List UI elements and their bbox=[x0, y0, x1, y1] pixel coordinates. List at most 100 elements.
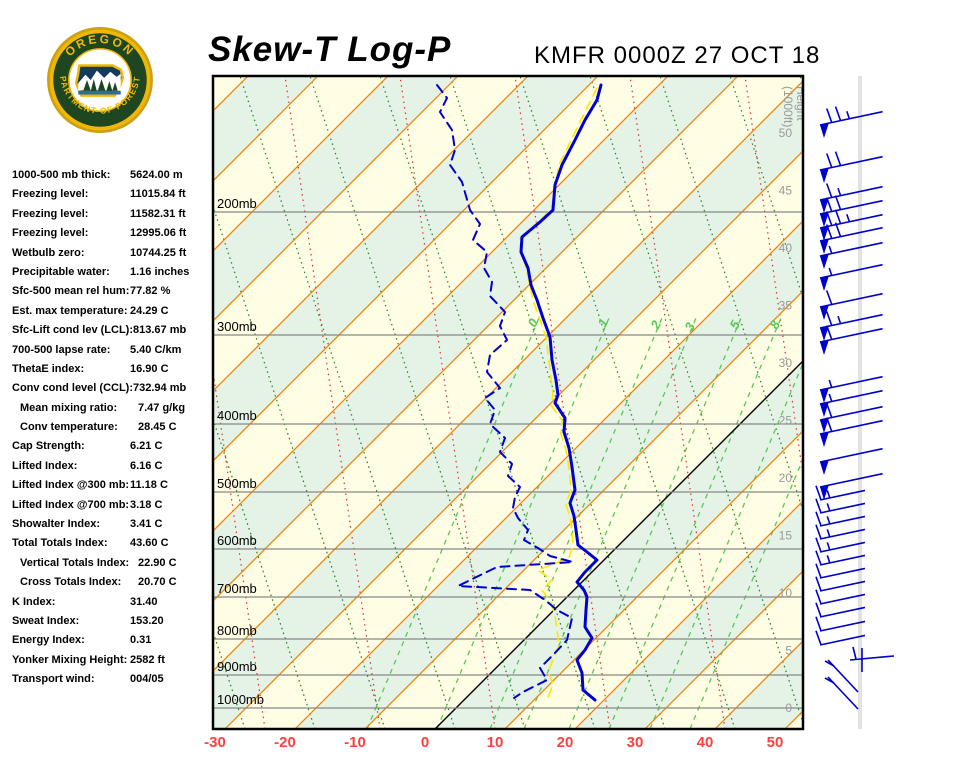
index-value: 004/05 bbox=[130, 673, 164, 686]
height-label: 15 bbox=[779, 529, 793, 543]
index-row: Sfc-Lift cond lev (LCL):813.67 mb bbox=[12, 321, 212, 340]
isotherm-line bbox=[213, 76, 249, 112]
index-row: ThetaE index: 16.90 C bbox=[12, 360, 212, 379]
wind-barb bbox=[815, 485, 866, 501]
indices-panel: 1000-500 mb thick: 5624.00 m Freezing leve… bbox=[12, 166, 212, 690]
index-value: 6.21 C bbox=[130, 440, 163, 453]
wind-barb bbox=[824, 659, 859, 693]
index-value: 12995.06 ft bbox=[130, 227, 187, 240]
isotherm-band bbox=[213, 76, 248, 111]
isotherm-line bbox=[0, 76, 38, 729]
page-title: Skew-T Log-P bbox=[208, 30, 452, 69]
isotherm-line bbox=[504, 430, 803, 729]
wind-barb bbox=[819, 222, 883, 254]
wind-barb bbox=[815, 576, 866, 592]
isotherm-band bbox=[855, 76, 960, 729]
height-label: 5 bbox=[785, 644, 792, 658]
index-value: 6.16 C bbox=[130, 459, 163, 472]
temperature-trace bbox=[519, 83, 603, 702]
wind-barb bbox=[819, 263, 883, 291]
isotherm-line bbox=[0, 76, 178, 729]
isotherm-band bbox=[213, 76, 803, 671]
wind-barb bbox=[815, 550, 866, 566]
pressure-label: 900mb bbox=[217, 659, 257, 674]
index-value: 11015.84 ft bbox=[130, 188, 186, 201]
index-label: Cap Strength: bbox=[12, 440, 85, 453]
index-label: Sfc-Lift cond lev (LCL): bbox=[12, 324, 133, 337]
index-value: 5.40 C/km bbox=[130, 343, 182, 356]
index-row: Cross Totals Index: 20.70 C bbox=[12, 573, 212, 592]
pressure-label: 200mb bbox=[217, 196, 257, 211]
index-row: Total Totals Index: 43.60 C bbox=[12, 534, 212, 553]
isotherm-line bbox=[213, 76, 459, 322]
isotherm-line bbox=[644, 570, 803, 729]
index-value: 153.20 bbox=[130, 614, 164, 627]
index-value: 7.47 g/kg bbox=[138, 401, 186, 414]
isotherm-line bbox=[213, 76, 739, 602]
wind-barb bbox=[815, 563, 866, 579]
wind-barb bbox=[819, 106, 883, 138]
index-label: K Index: bbox=[12, 595, 56, 608]
index-label: Freezing level: bbox=[12, 227, 89, 240]
index-row: Sweat Index: 153.20 bbox=[12, 612, 212, 631]
isotherm-line bbox=[213, 76, 599, 462]
pressure-label: 500mb bbox=[217, 476, 257, 491]
height-label: 0 bbox=[785, 701, 792, 715]
index-label: 700-500 lapse rate: bbox=[12, 343, 111, 356]
wind-barb bbox=[815, 537, 866, 553]
index-value: 1.16 inches bbox=[130, 265, 190, 278]
index-label: Vertical Totals Index: bbox=[20, 556, 130, 569]
wind-barb bbox=[819, 241, 883, 269]
wind-barb bbox=[815, 589, 866, 605]
isotherm-line bbox=[213, 76, 529, 392]
index-row: Transport wind: 004/05 bbox=[12, 670, 212, 689]
isotherm-band bbox=[785, 711, 803, 729]
mixing-ratio-line bbox=[649, 361, 803, 729]
wind-barb bbox=[819, 195, 883, 227]
index-value: 77.82 % bbox=[130, 285, 171, 298]
index-label: ThetaE index: bbox=[12, 362, 85, 375]
index-label: Sweat Index: bbox=[12, 614, 80, 627]
wind-barb bbox=[815, 498, 866, 514]
wind-barb bbox=[819, 389, 883, 417]
wind-barb bbox=[815, 602, 866, 618]
isotherm-line bbox=[213, 80, 803, 672]
index-label: Transport wind: bbox=[12, 673, 95, 686]
mixing-ratio-line bbox=[689, 457, 803, 729]
index-value: 20.70 C bbox=[138, 576, 177, 589]
wetbulb-trace bbox=[518, 87, 598, 699]
index-row: Vertical Totals Index: 22.90 C bbox=[12, 554, 212, 573]
isotherm-line bbox=[224, 150, 803, 729]
mixing-ratio-line bbox=[608, 317, 782, 729]
isotherm-line bbox=[574, 500, 803, 729]
index-value: 31.40 bbox=[130, 595, 158, 608]
index-row: Energy Index: 0.31 bbox=[12, 631, 212, 650]
index-row: 1000-500 mb thick: 5624.00 m bbox=[12, 166, 212, 185]
isotherm-band bbox=[0, 76, 178, 729]
isotherm-line bbox=[213, 76, 389, 252]
index-label: Est. max temperature: bbox=[12, 304, 128, 317]
index-label: Total Totals Index: bbox=[12, 537, 108, 550]
x-axis-label: 10 bbox=[487, 734, 504, 751]
index-value: 10744.25 ft bbox=[130, 246, 187, 259]
wind-barb bbox=[819, 311, 883, 341]
sounding-station-label: KMFR 0000Z 27 OCT 18 bbox=[534, 42, 821, 69]
index-label: Energy Index: bbox=[12, 634, 85, 647]
index-row: Showalter Index: 3.41 C bbox=[12, 515, 212, 534]
index-row: Conv cond level (CCL):732.94 mb bbox=[12, 379, 212, 398]
index-value: 24.29 C bbox=[130, 304, 169, 317]
height-axis-title-units: (1000ft) bbox=[781, 86, 795, 127]
x-axis-label: -20 bbox=[274, 734, 296, 751]
x-axis-label: -10 bbox=[344, 734, 366, 751]
index-label: Lifted Index @700 mb: bbox=[12, 498, 130, 511]
index-label: Precipitable water: bbox=[12, 265, 110, 278]
height-axis-title: Height bbox=[794, 86, 808, 121]
wind-barb bbox=[819, 183, 883, 213]
barb-column-axis bbox=[858, 76, 862, 729]
pressure-label: 300mb bbox=[217, 319, 257, 334]
wind-barb bbox=[819, 417, 883, 447]
dry-adiabat-line bbox=[870, 76, 960, 729]
index-label: Yonker Mixing Height: bbox=[12, 653, 128, 666]
